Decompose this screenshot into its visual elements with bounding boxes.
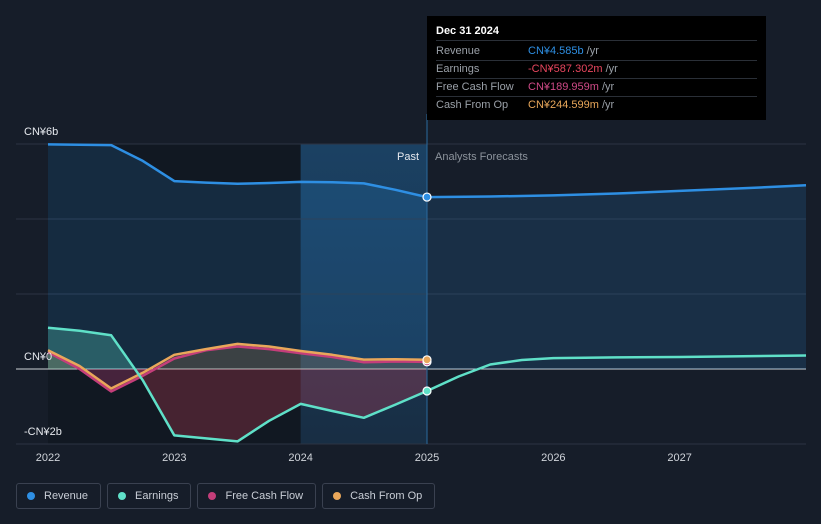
legend-item-earnings[interactable]: Earnings (107, 483, 192, 509)
free-cash-flow-line (47, 345, 428, 393)
tooltip-value: CN¥244.599m (528, 99, 599, 111)
legend: Revenue Earnings Free Cash Flow Cash Fro… (16, 483, 436, 509)
tooltip-date: Dec 31 2024 (436, 24, 757, 41)
legend-item-cash-from-op[interactable]: Cash From Op (322, 483, 436, 509)
tooltip-label: Earnings (436, 63, 480, 75)
x-tick-label: 2024 (288, 452, 312, 464)
cash-from-op-area (48, 343, 427, 369)
tooltip-unit: /yr (605, 63, 618, 75)
legend-dot-icon (333, 492, 342, 500)
legend-label: Earnings (135, 490, 179, 502)
legend-label: Free Cash Flow (225, 490, 304, 502)
past-label: Past (397, 151, 419, 163)
revenue-marker (422, 192, 432, 202)
x-tick-label: 2025 (415, 452, 439, 464)
legend-label: Revenue (44, 490, 89, 502)
tooltip-unit: /yr (601, 99, 615, 111)
tooltip-value: -CN¥587.302m (528, 63, 603, 75)
tooltip-label: Revenue (436, 45, 481, 57)
y-tick-label: CN¥6b (24, 126, 58, 138)
tooltip-row-earnings: Earnings -CN¥587.302m /yr (436, 61, 757, 79)
legend-dot-icon (208, 492, 217, 500)
tooltip-row-free-cash-flow: Free Cash Flow CN¥189.959m /yr (436, 79, 757, 97)
tooltip-label: Free Cash Flow (436, 81, 514, 93)
legend-dot-icon (27, 492, 35, 500)
y-tick-label: CN¥0 (24, 351, 52, 363)
forecast-label: Analysts Forecasts (435, 151, 528, 163)
earnings-area-negative (48, 369, 427, 442)
earnings-line (47, 326, 807, 443)
tooltip-label: Cash From Op (436, 99, 509, 111)
earnings-marker (422, 386, 432, 396)
tooltip: Dec 31 2024 Revenue CN¥4.585b /yr Earnin… (427, 16, 766, 120)
tooltip-row-revenue: Revenue CN¥4.585b /yr (436, 43, 757, 61)
cash-from-op-marker (422, 355, 432, 365)
tooltip-unit: /yr (586, 45, 599, 57)
tooltip-value: CN¥189.959m (528, 81, 599, 93)
tooltip-row-cash-from-op: Cash From Op CN¥244.599m /yr (436, 97, 757, 114)
chart-canvas: CN¥6b CN¥0 -CN¥2b 2022 2023 2024 2025 2026 2027 P… (16, 114, 807, 464)
cash-from-op-line (47, 342, 428, 390)
legend-label: Cash From Op (350, 490, 423, 502)
legend-item-revenue[interactable]: Revenue (16, 483, 102, 509)
legend-dot-icon (118, 492, 127, 500)
x-tick-label: 2022 (36, 452, 60, 464)
revenue-line (47, 143, 807, 199)
x-tick-label: 2026 (541, 452, 565, 464)
tooltip-value: CN¥4.585b (528, 45, 584, 57)
legend-item-free-cash-flow[interactable]: Free Cash Flow (197, 483, 317, 509)
y-tick-label: -CN¥2b (24, 426, 62, 438)
x-tick-label: 2023 (162, 452, 186, 464)
x-tick-label: 2027 (667, 452, 691, 464)
tooltip-unit: /yr (601, 81, 615, 93)
